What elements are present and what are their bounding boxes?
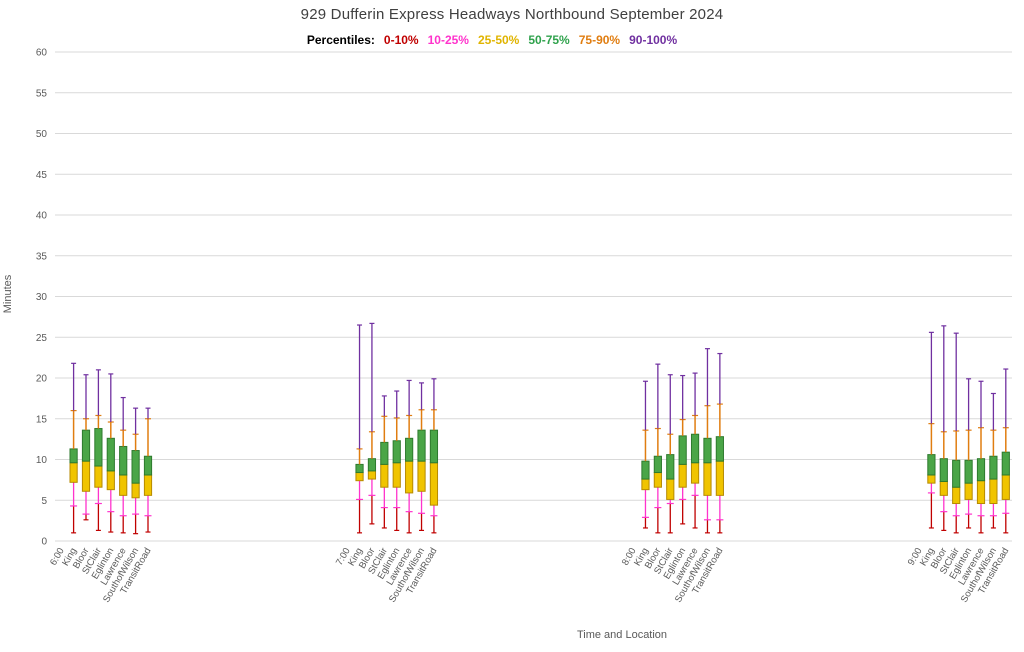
- box-50-75: [678, 435, 687, 465]
- box-50-75: [976, 458, 986, 482]
- y-tick-label: 10: [36, 455, 48, 466]
- box-25-50: [952, 486, 961, 505]
- y-tick-label: 35: [36, 251, 48, 262]
- box-25-50: [690, 462, 700, 484]
- box-50-75: [69, 448, 78, 464]
- box-50-75: [131, 450, 140, 484]
- legend-item: 90-100%: [629, 33, 678, 47]
- box-25-50: [964, 482, 973, 500]
- box-50-75: [392, 440, 401, 464]
- legend-item: 50-75%: [528, 33, 570, 47]
- box-25-50: [666, 478, 675, 500]
- box-25-50: [392, 462, 401, 488]
- box-50-75: [405, 437, 414, 462]
- box-50-75: [417, 429, 426, 462]
- box-25-50: [927, 474, 936, 484]
- box-50-75: [690, 433, 700, 464]
- box-25-50: [1001, 474, 1010, 500]
- y-tick-label: 15: [36, 414, 48, 425]
- chart-title: 929 Dufferin Express Headways Northbound…: [300, 6, 724, 23]
- box-25-50: [405, 460, 414, 494]
- box-50-75: [380, 441, 389, 465]
- box-50-75: [952, 459, 961, 488]
- box-25-50: [641, 478, 650, 491]
- legend-item: 0-10%: [383, 33, 419, 47]
- x-axis-label: Time and Location: [576, 629, 668, 641]
- box-25-50: [367, 470, 377, 480]
- box-25-50: [81, 460, 91, 492]
- box-50-75: [703, 437, 712, 464]
- box-50-75: [355, 463, 364, 474]
- box-50-75: [106, 437, 115, 472]
- box-50-75: [81, 429, 91, 462]
- legend-items: 0-10% 10-25% 25-50% 50-75% 75-90% 90-100%: [384, 33, 677, 47]
- box-25-50: [143, 474, 153, 496]
- y-tick-label: 45: [36, 170, 48, 181]
- box-25-50: [94, 465, 103, 488]
- box-50-75: [666, 454, 675, 480]
- box-25-50: [703, 462, 712, 496]
- box-50-75: [989, 455, 998, 480]
- box-25-50: [69, 462, 78, 483]
- box-50-75: [715, 436, 724, 462]
- box-50-75: [429, 429, 439, 464]
- box-50-75: [119, 445, 128, 476]
- legend-item: 75-90%: [578, 33, 621, 47]
- box-25-50: [131, 482, 140, 499]
- legend-item: 10-25%: [427, 33, 469, 47]
- box-25-50: [106, 470, 115, 491]
- y-tick-label: 20: [36, 374, 48, 385]
- box-50-75: [1001, 451, 1010, 476]
- y-tick-label: 25: [36, 333, 48, 344]
- y-tick-label: 0: [41, 537, 47, 548]
- box-50-75: [94, 428, 103, 467]
- y-tick-label: 50: [36, 129, 48, 140]
- legend-prefix: Percentiles:: [306, 33, 375, 47]
- box-50-75: [927, 454, 936, 476]
- legend: Percentiles: 0-10% 10-25% 25-50% 50-75% 75-9…: [0, 33, 984, 47]
- y-tick-label: 55: [36, 88, 48, 99]
- box-50-75: [939, 458, 948, 483]
- y-tick-label: 60: [36, 48, 48, 59]
- box-25-50: [355, 472, 364, 482]
- box-25-50: [678, 463, 687, 488]
- box-50-75: [367, 458, 377, 472]
- box-25-50: [976, 480, 986, 505]
- box-50-75: [964, 459, 973, 484]
- y-tick-label: 40: [36, 211, 48, 222]
- y-tick-label: 30: [36, 292, 48, 303]
- y-tick-label: 5: [41, 496, 47, 507]
- legend-item: 25-50%: [477, 33, 520, 47]
- box-25-50: [653, 472, 662, 488]
- box-25-50: [380, 463, 389, 488]
- box-25-50: [939, 481, 948, 496]
- box-50-75: [653, 455, 662, 474]
- box-25-50: [119, 474, 128, 496]
- box-25-50: [429, 462, 439, 506]
- box-25-50: [715, 460, 724, 496]
- box-25-50: [417, 460, 426, 492]
- box-50-75: [143, 455, 153, 476]
- box-25-50: [989, 478, 998, 505]
- box-50-75: [641, 460, 650, 480]
